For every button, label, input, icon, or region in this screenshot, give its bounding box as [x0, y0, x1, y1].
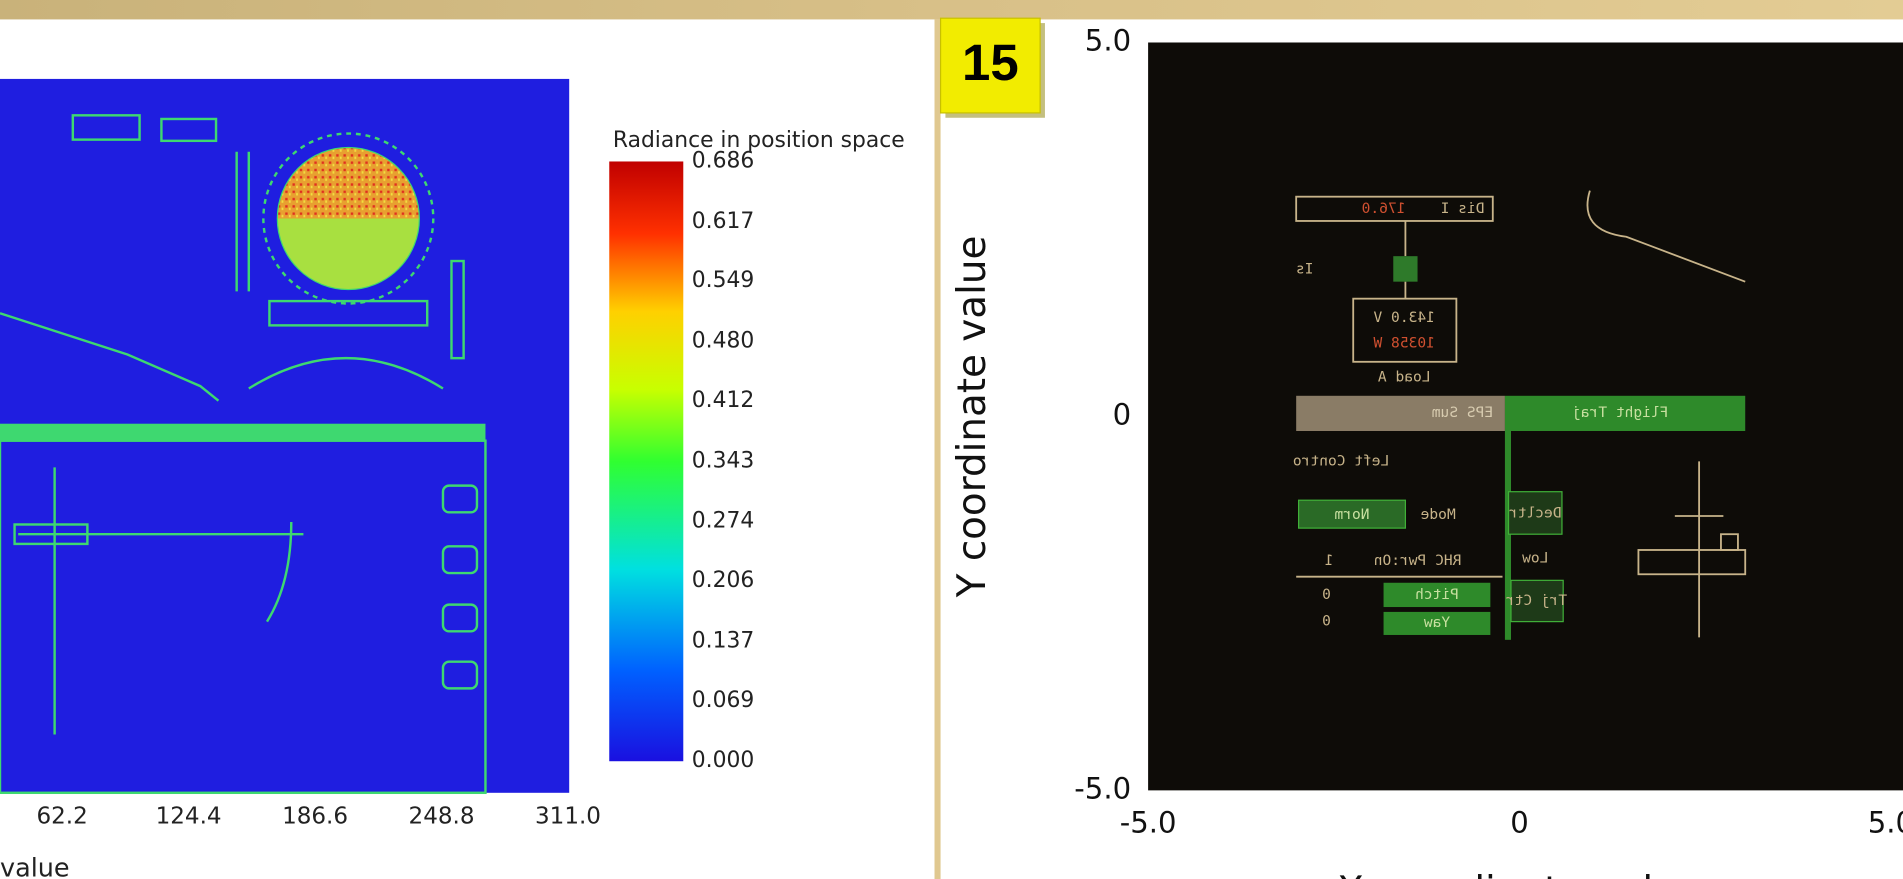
x-axis-label: X coordinate value — [1337, 869, 1701, 879]
colorbar-tick-label: 0.206 — [692, 568, 754, 593]
display-text: 176.0 — [1362, 200, 1406, 217]
display-text: RHC Pwr:On — [1374, 552, 1462, 569]
display-text: Load A — [1378, 369, 1431, 386]
colorbar-title: Radiance in position space — [613, 128, 905, 153]
display-text: EPS Sum — [1432, 404, 1494, 421]
y-axis-label: Y coordinate value — [950, 236, 995, 599]
colorbar-tick-label: 0.000 — [692, 748, 754, 773]
display-text: Dis I — [1441, 200, 1485, 217]
display-text: Pitch — [1415, 586, 1459, 603]
colorbar-tick-label: 0.412 — [692, 388, 754, 413]
top-bar — [0, 0, 1903, 20]
x-tick-label: 311.0 — [535, 804, 601, 830]
colorbar-tick-label: 0.343 — [692, 448, 754, 473]
display-text: 0 — [1322, 586, 1331, 603]
display-text: Yaw — [1424, 614, 1451, 631]
x-axis-label: value — [0, 853, 70, 879]
y-tick-label: -5.0 — [1074, 771, 1131, 805]
display-text: 1 — [1325, 552, 1334, 569]
display-text: Norm — [1334, 506, 1369, 523]
x-tick-label: 248.8 — [409, 804, 475, 830]
display-text: 143.0 V — [1373, 309, 1435, 326]
colorbar-tick-label: 0.549 — [692, 268, 754, 293]
heatmap-image — [0, 78, 570, 795]
display-text: 0 — [1322, 613, 1331, 630]
x-tick-label: 0 — [1510, 805, 1529, 839]
x-tick-label: 186.6 — [282, 804, 348, 830]
colorbar — [609, 161, 684, 762]
display-text: Decltr — [1509, 505, 1562, 522]
x-tick-label: 5.0 — [1868, 805, 1903, 839]
x-tick-label: 62.2 — [36, 804, 87, 830]
display-text: Trj Ctr — [1506, 592, 1568, 609]
colorbar-tick-label: 0.137 — [692, 628, 754, 653]
display-text: Mode — [1421, 506, 1456, 523]
colorbar-tick-label: 0.069 — [692, 688, 754, 713]
display-text: Is — [1296, 261, 1314, 278]
colorbar-tick-label: 0.274 — [692, 509, 754, 534]
display-text: 10358 W — [1373, 335, 1435, 352]
colorbar-tick-label: 0.617 — [692, 209, 754, 234]
y-tick-label: 0 — [1113, 397, 1132, 431]
divider — [934, 19, 941, 879]
x-tick-label: 124.4 — [156, 804, 222, 830]
y-tick-label: 5.0 — [1085, 23, 1131, 57]
colorbar-tick-label: 0.480 — [692, 329, 754, 354]
badge — [939, 17, 1041, 114]
colorbar-tick-label: 0.686 — [692, 148, 754, 173]
display-text: Low — [1522, 549, 1549, 566]
display-image — [1148, 42, 1903, 791]
x-tick-label: -5.0 — [1120, 805, 1177, 839]
badge-number: 15 — [962, 34, 1019, 91]
display-text: Flight Traj — [1572, 404, 1668, 421]
display-text: Left Contro — [1293, 452, 1389, 469]
